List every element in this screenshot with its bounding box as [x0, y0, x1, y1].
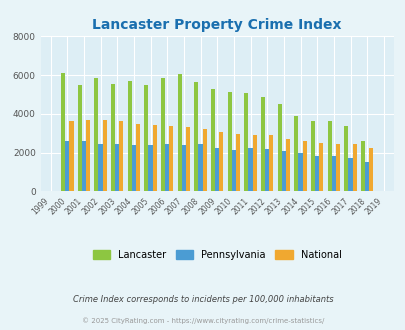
- Bar: [235, 134, 239, 191]
- Bar: [231, 149, 235, 191]
- Bar: [111, 84, 115, 191]
- Bar: [98, 145, 102, 191]
- Bar: [302, 141, 306, 191]
- Text: © 2025 CityRating.com - https://www.cityrating.com/crime-statistics/: © 2025 CityRating.com - https://www.city…: [82, 317, 323, 324]
- Bar: [152, 124, 156, 191]
- Bar: [86, 120, 90, 191]
- Bar: [169, 126, 173, 191]
- Bar: [132, 145, 136, 191]
- Bar: [343, 126, 347, 191]
- Bar: [360, 141, 364, 191]
- Bar: [127, 81, 132, 191]
- Bar: [310, 121, 314, 191]
- Bar: [65, 141, 69, 191]
- Bar: [260, 97, 264, 191]
- Text: Crime Index corresponds to incidents per 100,000 inhabitants: Crime Index corresponds to incidents per…: [72, 295, 333, 304]
- Bar: [77, 85, 82, 191]
- Bar: [198, 145, 202, 191]
- Bar: [211, 89, 215, 191]
- Bar: [82, 141, 86, 191]
- Bar: [215, 148, 219, 191]
- Bar: [136, 123, 140, 191]
- Bar: [144, 85, 148, 191]
- Bar: [294, 116, 298, 191]
- Bar: [119, 121, 123, 191]
- Bar: [160, 78, 165, 191]
- Bar: [185, 127, 190, 191]
- Bar: [115, 145, 119, 191]
- Bar: [347, 158, 352, 191]
- Bar: [219, 132, 223, 191]
- Legend: Lancaster, Pennsylvania, National: Lancaster, Pennsylvania, National: [89, 246, 345, 264]
- Bar: [69, 121, 73, 191]
- Bar: [165, 145, 169, 191]
- Bar: [277, 104, 281, 191]
- Bar: [352, 144, 356, 191]
- Bar: [244, 92, 248, 191]
- Bar: [285, 139, 290, 191]
- Bar: [181, 145, 185, 191]
- Bar: [331, 156, 335, 191]
- Bar: [264, 149, 269, 191]
- Bar: [335, 144, 339, 191]
- Bar: [364, 162, 368, 191]
- Bar: [281, 151, 285, 191]
- Bar: [327, 121, 331, 191]
- Bar: [298, 153, 302, 191]
- Bar: [94, 78, 98, 191]
- Bar: [314, 156, 318, 191]
- Bar: [269, 135, 273, 191]
- Bar: [318, 143, 323, 191]
- Title: Lancaster Property Crime Index: Lancaster Property Crime Index: [92, 18, 341, 32]
- Bar: [61, 73, 65, 191]
- Bar: [102, 120, 107, 191]
- Bar: [177, 75, 181, 191]
- Bar: [202, 129, 206, 191]
- Bar: [368, 148, 373, 191]
- Bar: [248, 148, 252, 191]
- Bar: [194, 82, 198, 191]
- Bar: [252, 135, 256, 191]
- Bar: [148, 145, 152, 191]
- Bar: [227, 92, 231, 191]
